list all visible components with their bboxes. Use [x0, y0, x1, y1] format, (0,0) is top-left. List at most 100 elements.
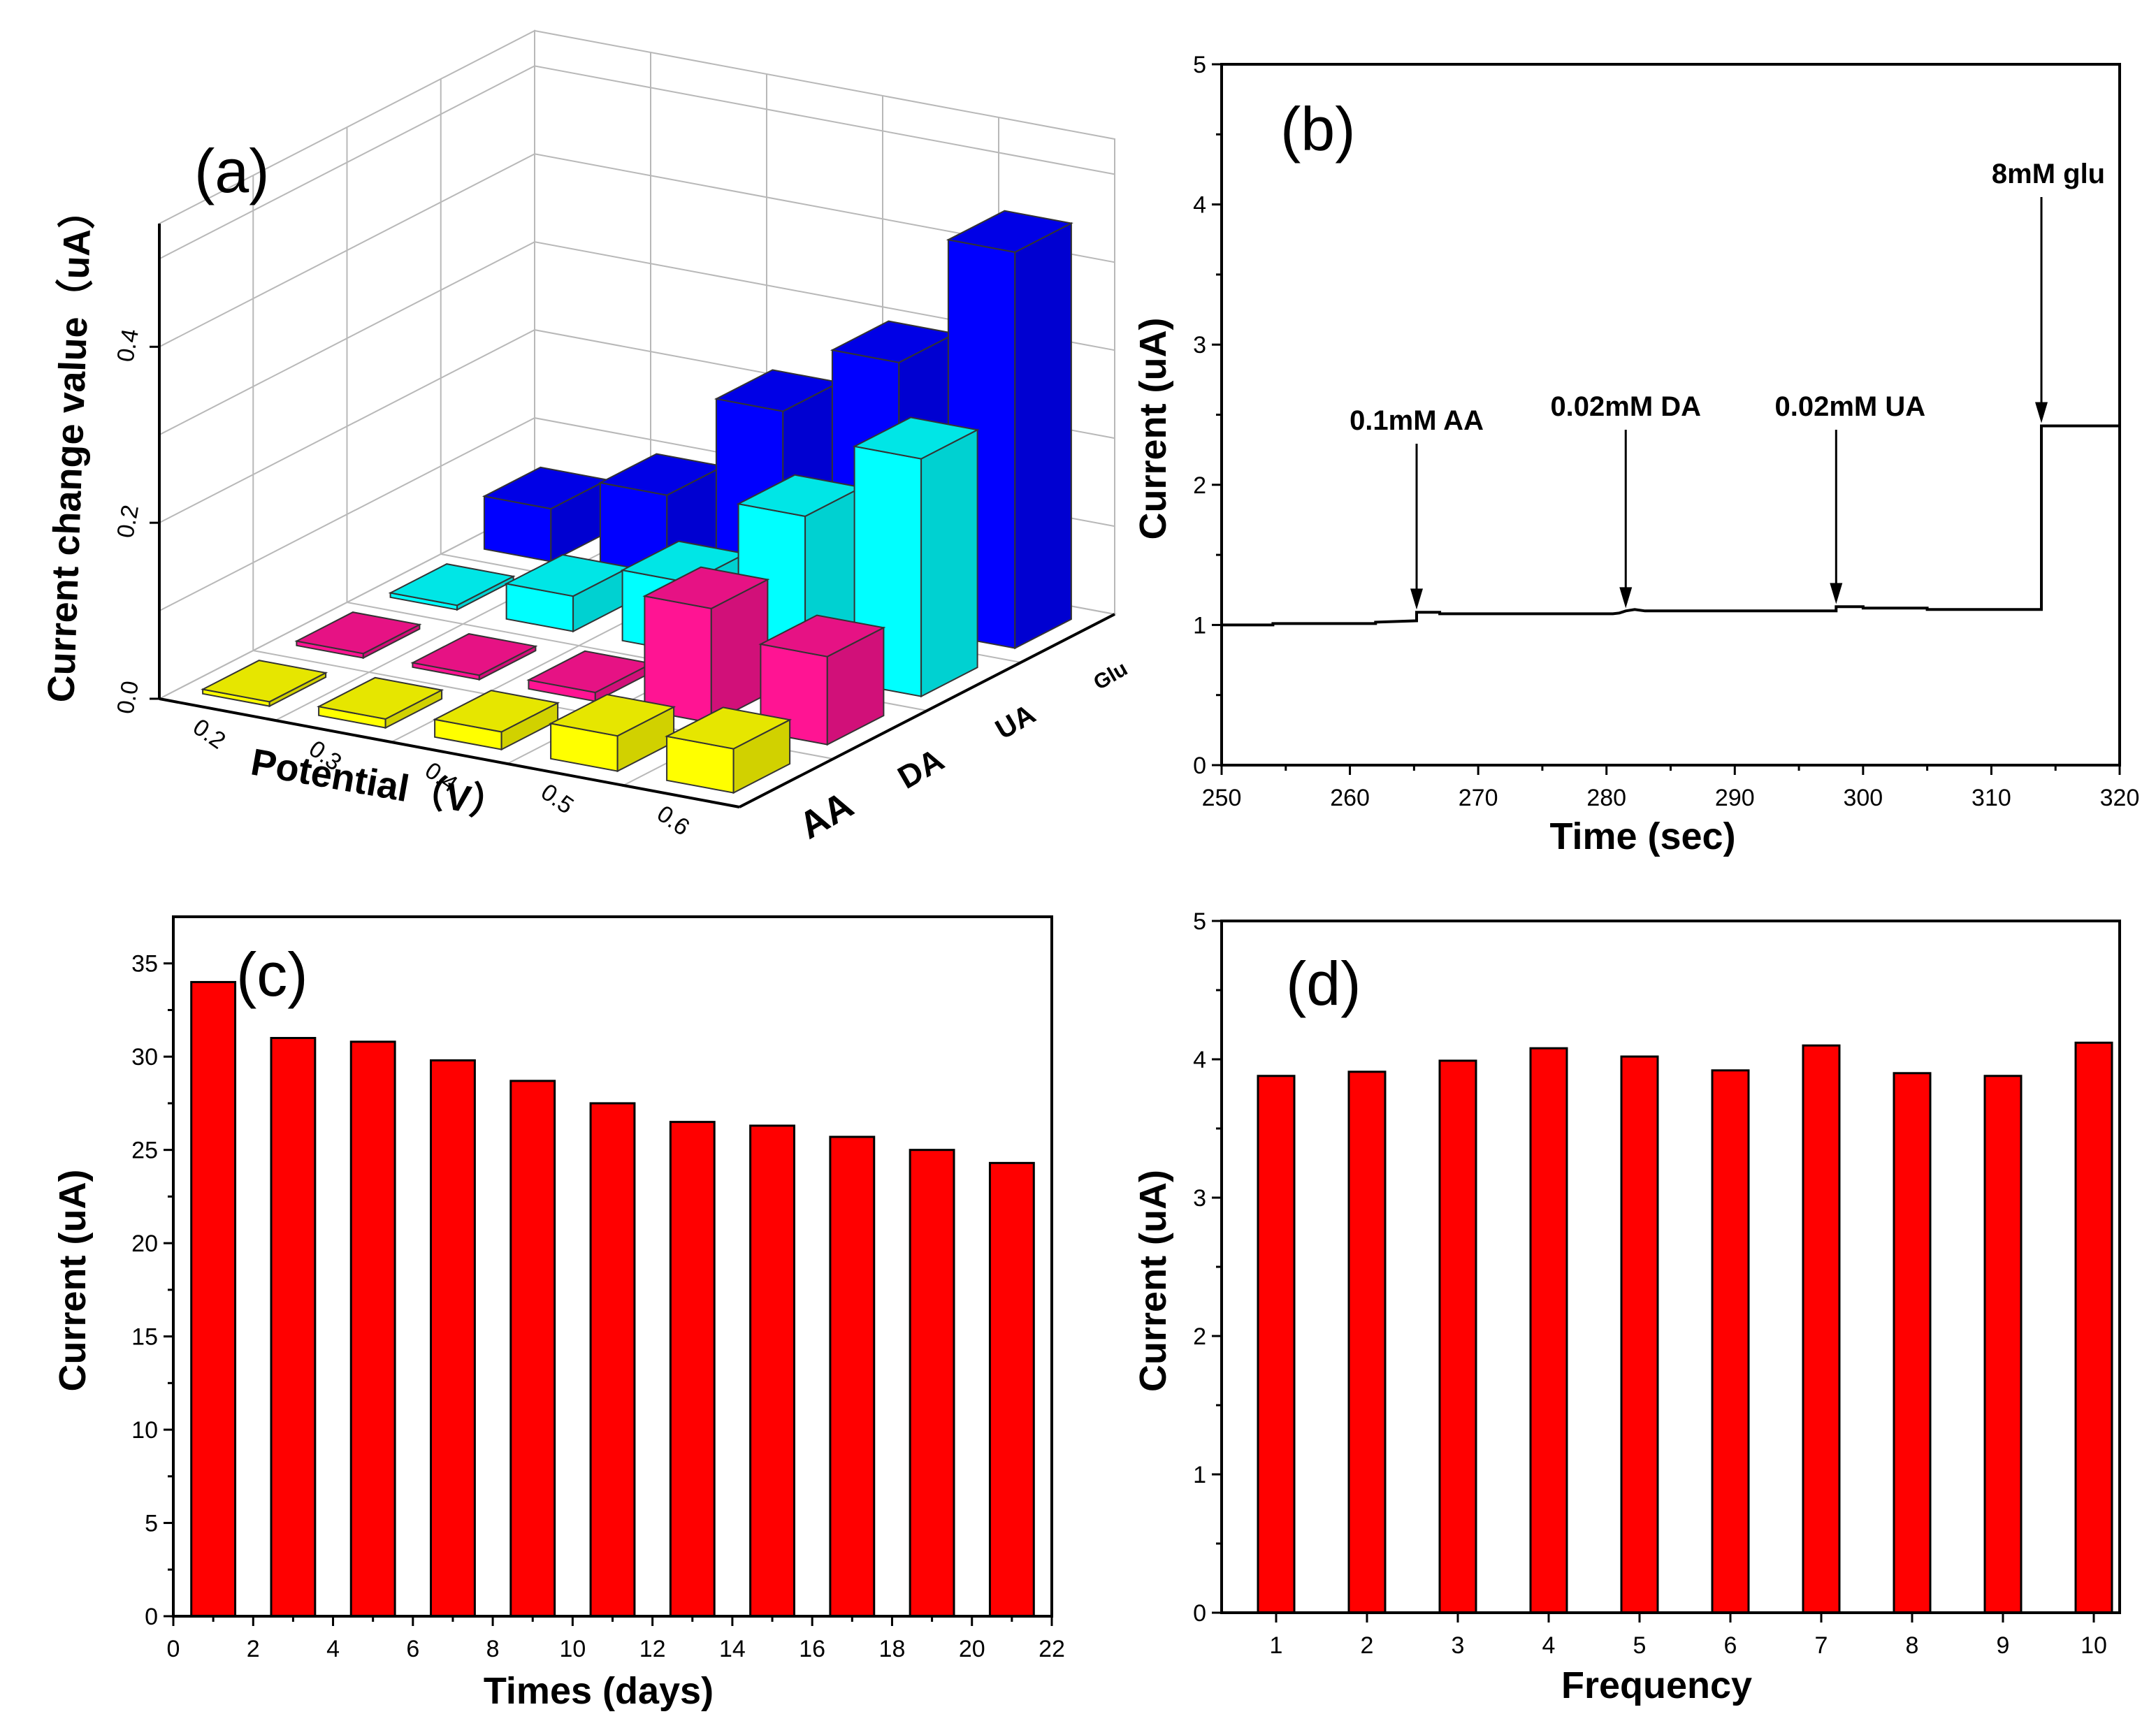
bar-3d — [642, 566, 770, 725]
y-tick-label: 20 — [131, 1231, 158, 1257]
y-tick-label: 1 — [1193, 1462, 1206, 1488]
bar-3d — [294, 611, 422, 660]
panel-label: (c) — [236, 940, 308, 1009]
bar — [190, 980, 237, 1618]
y-tick-label: 35 — [131, 951, 158, 978]
annotation-arrowhead — [2035, 402, 2048, 423]
y-tick-label: 15 — [131, 1324, 158, 1351]
x-tick-label: 250 — [1202, 785, 1242, 811]
y-tick-label: 3 — [1193, 332, 1206, 358]
y-tick-label: 5 — [1193, 52, 1206, 78]
bar-3d — [317, 676, 444, 729]
x-tick-label: 6 — [406, 1636, 419, 1662]
x-tick-label: 290 — [1715, 785, 1755, 811]
x-tick-label: 12 — [639, 1636, 666, 1662]
x-tick-label: 20 — [959, 1636, 985, 1662]
bar — [1802, 1044, 1841, 1614]
y-tick-label: 5 — [1193, 908, 1206, 935]
z-tick-label: 0.4 — [112, 327, 144, 364]
bar-3d — [526, 650, 654, 703]
bar-face-top — [852, 416, 980, 460]
bar-face-top — [433, 690, 560, 733]
y-tick-label: 2 — [1193, 472, 1206, 499]
bar — [270, 1037, 317, 1618]
bar-3d — [482, 466, 609, 563]
bar-face-top — [758, 614, 886, 658]
x-tick-label: 14 — [719, 1636, 746, 1662]
bar-3d — [549, 693, 677, 773]
bar — [988, 1161, 1035, 1618]
y-tick-label: 1 — [1193, 612, 1206, 639]
y-tick-label: 0 — [1193, 1600, 1206, 1627]
height-grid-line — [159, 65, 1115, 260]
annotation-label: 0.1mM AA — [1350, 405, 1484, 436]
x-axis-title: Times (days) — [484, 1670, 714, 1712]
y-tick-label: 25 — [131, 1138, 158, 1164]
annotation-arrowhead — [1410, 588, 1424, 610]
annotation-label: 0.02mM DA — [1550, 391, 1701, 422]
y-tick-label: 30 — [131, 1044, 158, 1070]
annotation-arrowhead — [1619, 587, 1633, 609]
bar — [1620, 1055, 1659, 1614]
panel-a: 0.00.20.40.20.30.40.50.6 AADAUAGluPotenti… — [40, 29, 1131, 847]
x-tick-label: 8 — [486, 1636, 500, 1662]
bar-face-side — [1014, 222, 1072, 650]
x-tick-label: 0.5 — [536, 778, 579, 819]
depth-axis-line — [739, 613, 1115, 808]
y-tick-label: 0 — [145, 1604, 158, 1630]
z-tick-label: 0.0 — [112, 679, 144, 716]
x-tick-label: 2 — [247, 1636, 260, 1662]
x-tick-label: 320 — [2100, 785, 2140, 811]
bar — [589, 1102, 636, 1618]
bar — [829, 1135, 876, 1618]
bar-3d — [665, 706, 793, 794]
bar-3d — [410, 633, 538, 681]
y-tick-label: 2 — [1193, 1323, 1206, 1350]
bar-face-top — [317, 676, 444, 720]
series-line-current — [1222, 424, 2120, 627]
x-tick-label: 4 — [326, 1636, 340, 1662]
x-tick-label: 310 — [1971, 785, 2011, 811]
bar-face-top — [410, 633, 538, 676]
x-axis-line — [159, 697, 740, 808]
y-tick-label: 4 — [1193, 1047, 1206, 1073]
panel-label: (a) — [194, 136, 270, 205]
height-grid-line — [159, 153, 1115, 348]
bar — [1529, 1047, 1568, 1614]
bar — [1347, 1070, 1387, 1614]
x-tick-label: 0.6 — [652, 800, 695, 841]
bar-face-top — [294, 611, 422, 655]
x-tick-label: 16 — [799, 1636, 825, 1662]
bar-3d — [201, 660, 328, 708]
annotation-label: 8mM glu — [1992, 159, 2105, 189]
x-tick-label: 9 — [1997, 1632, 2010, 1659]
x-tick-label: 10 — [2081, 1632, 2107, 1659]
bar-3d — [433, 690, 560, 751]
x-tick-label: 0 — [167, 1636, 180, 1662]
bar — [1983, 1075, 2023, 1614]
bar — [909, 1149, 955, 1618]
bar — [349, 1040, 396, 1618]
height-grid-line — [159, 241, 1115, 436]
bar — [669, 1121, 716, 1618]
y-tick-label: 0 — [1193, 753, 1206, 779]
panel-d: 1 2 3 4 5 6 7 8 9 10 0 1 2 3 4 5 Frequency Current (uA) (d… — [1132, 908, 2121, 1706]
bar — [2074, 1041, 2113, 1614]
x-tick-label: 280 — [1586, 785, 1626, 811]
series-label: UA — [990, 699, 1041, 746]
bar-face-side — [920, 428, 978, 698]
x-tick-label: 260 — [1330, 785, 1370, 811]
bar-face-top — [946, 210, 1073, 253]
series-label: AA — [792, 783, 860, 847]
annotation-arrowhead — [1830, 583, 1843, 604]
bar — [1257, 1075, 1296, 1614]
bar-3d — [388, 563, 516, 611]
x-tick-label: 3 — [1452, 1632, 1465, 1659]
x-tick-label: 5 — [1633, 1632, 1647, 1659]
x-tick-label: 7 — [1815, 1632, 1828, 1659]
y-tick-label: 3 — [1193, 1185, 1206, 1212]
y-tick-label: 5 — [145, 1511, 158, 1537]
bar-face-top — [642, 566, 770, 609]
x-axis-title: Frequency — [1561, 1664, 1752, 1706]
x-tick-label: 300 — [1843, 785, 1883, 811]
